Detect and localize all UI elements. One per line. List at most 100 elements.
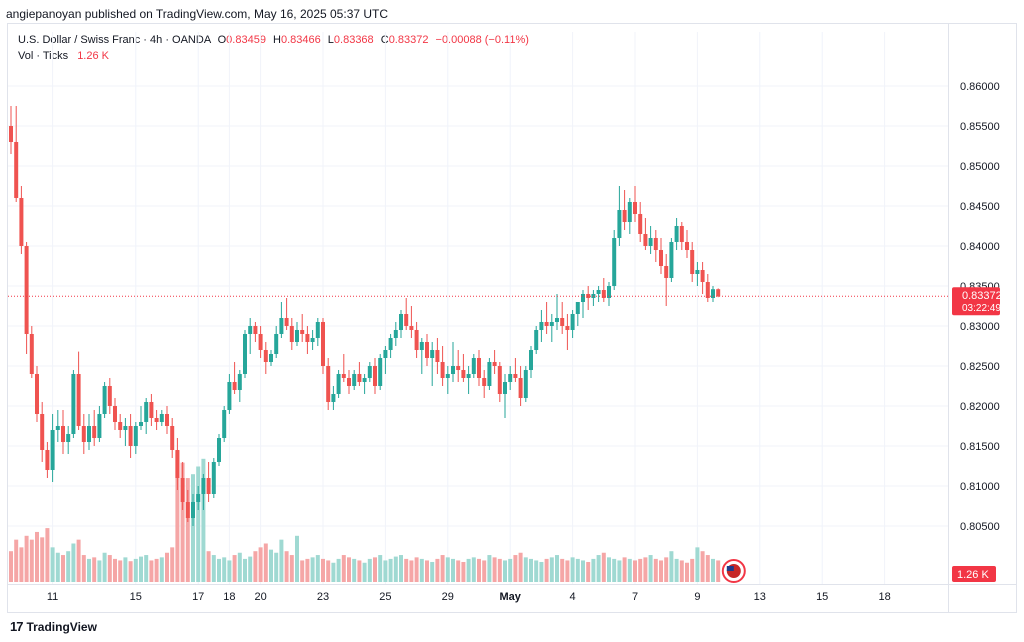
candle-body [71, 374, 76, 434]
volume-bar [305, 558, 310, 582]
candle-body [409, 326, 414, 330]
candle-body [180, 478, 185, 502]
candle-body [685, 242, 689, 250]
legend-volume: Vol · Ticks 1.26 K [18, 50, 109, 62]
y-tick-label: 0.85500 [960, 121, 1000, 133]
candle-body [248, 326, 253, 334]
candle-body [383, 350, 388, 358]
y-tick-label: 0.83000 [960, 321, 1000, 333]
volume-bar [149, 560, 154, 582]
volume-bar [513, 555, 518, 582]
volume-bar [440, 555, 445, 582]
legend-close-label: C [380, 34, 389, 46]
candle-body [373, 366, 377, 386]
volume-bar [274, 552, 279, 582]
volume-bar [523, 557, 528, 582]
volume-bar [601, 552, 606, 582]
volume-bar [326, 560, 331, 582]
x-tick-label: 18 [878, 591, 890, 603]
x-tick-label: 7 [632, 591, 638, 603]
volume-bar [690, 558, 695, 582]
volume-bar [92, 557, 97, 582]
legend-vol-label[interactable]: Vol · Ticks [18, 50, 69, 62]
candle-body [456, 366, 461, 370]
volume-bar [622, 557, 627, 582]
volume-bar [180, 462, 185, 582]
volume-bar [367, 558, 372, 582]
candle-body [497, 366, 502, 394]
candle-body [414, 330, 419, 350]
volume-bar [596, 555, 601, 582]
candle-body [659, 250, 663, 266]
volume-bar [341, 555, 346, 582]
volume-bar [289, 555, 294, 582]
y-tick-label: 0.80500 [960, 521, 1000, 533]
candle-body [627, 202, 632, 222]
candle-body [237, 374, 242, 390]
candle-body [581, 294, 585, 302]
candle-body [144, 402, 149, 422]
candle-body [123, 426, 128, 430]
volume-bar [217, 558, 221, 582]
volume-bar [549, 557, 554, 582]
legend-open: 0.83459 [226, 34, 266, 46]
candle-body [362, 378, 367, 382]
volume-bar [419, 558, 424, 582]
candle-body [92, 426, 97, 438]
event-flag-canton-icon [726, 566, 734, 571]
volume-bar [300, 560, 305, 582]
candle-body [185, 502, 190, 518]
x-tick-label: 20 [254, 591, 266, 603]
candle-body [430, 350, 435, 358]
legend-low: 0.83368 [333, 34, 374, 46]
x-tick-label: 23 [317, 591, 329, 603]
candle-body [149, 402, 154, 418]
volume-bar [279, 539, 284, 582]
candle-body [279, 318, 284, 334]
volume-bar [716, 560, 721, 582]
volume-bar [586, 561, 591, 582]
volume-bar [461, 561, 466, 582]
candle-body [206, 478, 211, 494]
candle-body [664, 266, 669, 278]
volume-bar [76, 539, 81, 582]
candle-body [9, 126, 13, 142]
candle-body [227, 382, 232, 410]
volume-bar [14, 539, 19, 582]
volume-bar [497, 558, 502, 582]
volume-bar [700, 551, 705, 582]
candle-body [482, 378, 487, 386]
volume-bar [435, 558, 440, 582]
volume-bar [185, 478, 190, 582]
candle-body [243, 334, 247, 374]
candle-body [596, 290, 601, 294]
legend-symbol[interactable]: U.S. Dollar / Swiss Franc · 4h · OANDA [18, 34, 211, 46]
volume-bar [669, 551, 674, 582]
volume-bar [633, 560, 637, 582]
volume-bar [133, 558, 138, 582]
candle-body [601, 290, 606, 298]
publisher-line: angiepanoyan published on TradingView.co… [6, 7, 389, 21]
volume-bar [237, 552, 242, 582]
x-tick-label: 4 [570, 591, 576, 603]
candle-body [643, 234, 648, 246]
candle-body [435, 350, 440, 362]
footer-brand[interactable]: 17 TradingView [10, 619, 97, 634]
volume-bar [362, 562, 367, 582]
candle-body [61, 426, 65, 442]
volume-bar [118, 560, 123, 582]
volume-bar [674, 558, 679, 582]
candle-body [503, 382, 507, 394]
candle-body [669, 242, 674, 278]
x-tick-label: 9 [694, 591, 700, 603]
candle-body [305, 334, 310, 342]
candle-body [211, 462, 216, 494]
y-tick-label: 0.82500 [960, 361, 1000, 373]
volume-bar [50, 547, 55, 582]
volume-bar [570, 557, 575, 582]
candle-body [617, 210, 622, 238]
volume-bar [575, 558, 580, 582]
volume-bar [695, 547, 700, 582]
candle-body [76, 374, 81, 426]
